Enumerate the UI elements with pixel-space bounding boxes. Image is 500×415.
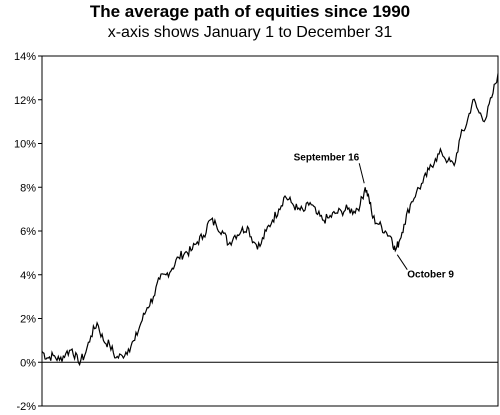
y-tick-label: 2% bbox=[20, 314, 36, 326]
y-tick-label: 10% bbox=[14, 139, 36, 151]
chart-subtitle: x-axis shows January 1 to December 31 bbox=[107, 24, 393, 41]
plot-area-frame bbox=[41, 55, 499, 407]
annotation-pointer-october-9 bbox=[396, 254, 408, 270]
y-tick-label: -2% bbox=[16, 401, 36, 413]
y-tick-label: 8% bbox=[20, 182, 36, 194]
chart-title: The average path of equities since 1990 bbox=[89, 2, 411, 21]
y-tick-label: 0% bbox=[20, 357, 36, 369]
series-line bbox=[41, 73, 499, 367]
y-tick-label: 6% bbox=[20, 226, 36, 238]
y-tick-label: 12% bbox=[14, 95, 36, 107]
y-tick-label: 14% bbox=[14, 51, 36, 63]
annotation-pointer-september-16 bbox=[358, 163, 365, 184]
annotation-october-9: October 9 bbox=[407, 270, 454, 281]
y-tick-label: 4% bbox=[20, 270, 36, 282]
annotation-september-16: September 16 bbox=[294, 152, 360, 163]
